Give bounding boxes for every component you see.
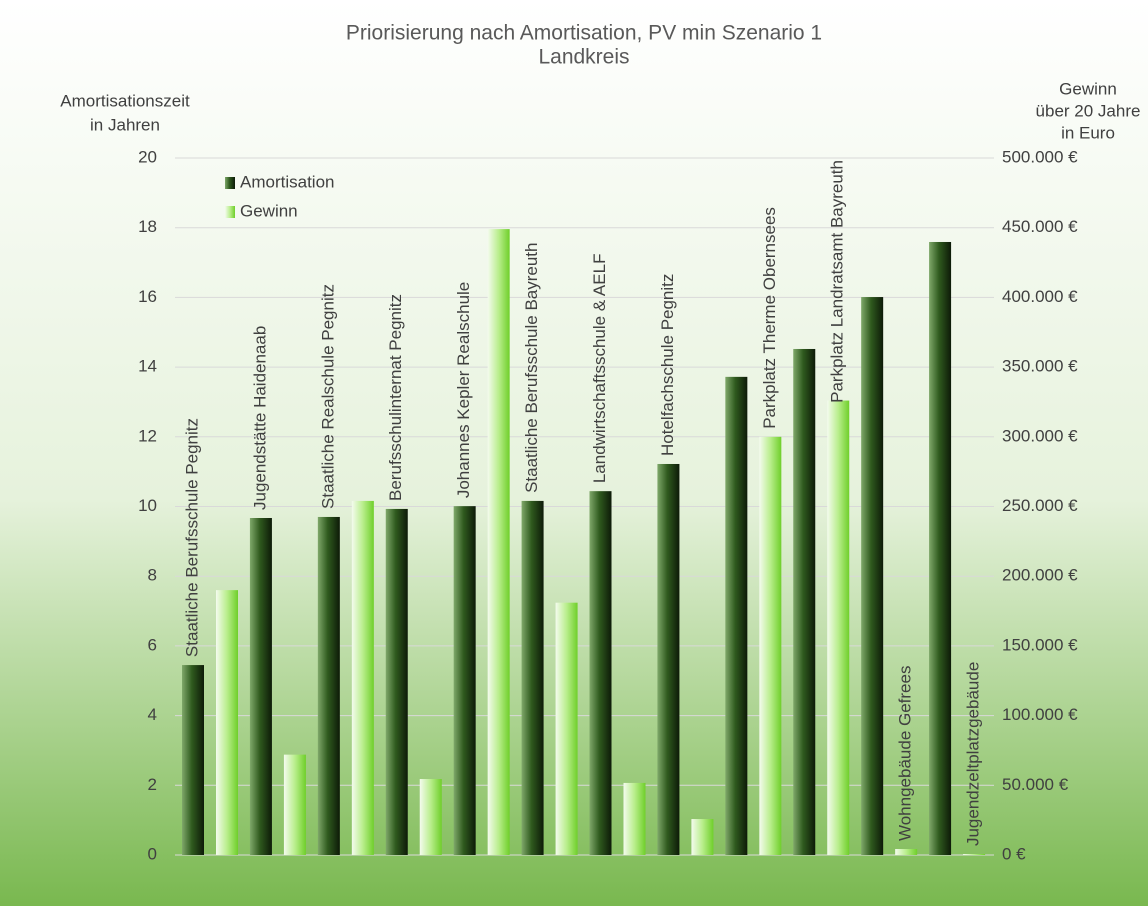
bar xyxy=(555,602,578,855)
bar xyxy=(691,819,714,855)
legend-swatch xyxy=(225,206,235,218)
bar xyxy=(861,297,884,855)
bar xyxy=(453,506,476,855)
bar xyxy=(487,229,510,855)
y-tick-label: 0 xyxy=(148,844,157,863)
y-tick-label: 10 xyxy=(138,496,157,515)
category-label: Staatliche Berufsschule Bayreuth xyxy=(522,243,541,493)
y-tick-label: 8 xyxy=(148,566,157,585)
category-label: Parkplatz Landratsamt Bayreuth xyxy=(828,160,847,403)
bar xyxy=(827,400,850,855)
chart-title: Landkreis xyxy=(538,46,629,69)
y2-tick-label: 300.000 € xyxy=(1002,426,1078,445)
y2-tick-label: 150.000 € xyxy=(1002,635,1078,654)
y2-tick-label: 500.000 € xyxy=(1002,147,1078,166)
y-axis-title: in Jahren xyxy=(90,115,160,134)
legend-label: Gewinn xyxy=(240,201,298,220)
bar xyxy=(589,491,612,855)
category-label: Parkplatz Therme Obernsees xyxy=(760,207,779,429)
bar xyxy=(317,516,340,855)
bar xyxy=(623,782,646,855)
bar xyxy=(895,849,918,855)
category-label: Wohngebäude Gefrees xyxy=(896,666,915,841)
legend-swatch xyxy=(225,177,235,189)
legend-label: Amortisation xyxy=(240,172,334,191)
y-tick-label: 4 xyxy=(148,705,157,724)
bar xyxy=(249,518,272,855)
category-label: Jugendstätte Haidenaab xyxy=(250,326,269,510)
y-tick-label: 18 xyxy=(138,217,157,236)
bar xyxy=(419,779,442,855)
category-label: Johannes Kepler Realschule xyxy=(454,282,473,498)
y2-axis-title: Gewinn xyxy=(1059,79,1117,98)
category-label: Hotelfachschule Pegnitz xyxy=(658,274,677,456)
bar xyxy=(216,590,238,855)
bar xyxy=(657,463,680,855)
y-tick-label: 16 xyxy=(138,287,157,306)
y2-tick-label: 50.000 € xyxy=(1002,775,1069,794)
category-label: Berufsschulinternat Pegnitz xyxy=(386,294,405,501)
bar xyxy=(929,241,952,855)
y2-tick-label: 400.000 € xyxy=(1002,287,1078,306)
y2-tick-label: 450.000 € xyxy=(1002,217,1078,236)
category-label: Staatliche Berufsschule Pegnitz xyxy=(182,418,201,657)
y2-tick-label: 0 € xyxy=(1002,844,1026,863)
bar xyxy=(521,500,544,855)
y2-tick-label: 100.000 € xyxy=(1002,705,1078,724)
bar xyxy=(182,665,204,855)
y2-axis-title: in Euro xyxy=(1061,123,1115,142)
bar xyxy=(963,854,986,855)
y2-axis-title: über 20 Jahre xyxy=(1036,101,1141,120)
y2-tick-label: 250.000 € xyxy=(1002,496,1078,515)
bar xyxy=(283,754,306,855)
bar xyxy=(759,436,782,855)
y-tick-label: 6 xyxy=(148,635,157,654)
y-tick-label: 2 xyxy=(148,775,157,794)
y-tick-label: 20 xyxy=(138,147,157,166)
y-axis-title: Amortisationszeit xyxy=(60,91,190,110)
bar xyxy=(351,500,374,855)
y2-tick-label: 350.000 € xyxy=(1002,357,1078,376)
category-label: Landwirtschaftsschule & AELF xyxy=(590,254,609,484)
y-tick-label: 12 xyxy=(138,426,157,445)
bar xyxy=(793,348,816,855)
category-label: Staatliche Realschule Pegnitz xyxy=(318,284,337,509)
chart-title: Priorisierung nach Amortisation, PV min … xyxy=(346,22,822,45)
bar xyxy=(385,508,408,855)
bar xyxy=(725,376,748,855)
y2-tick-label: 200.000 € xyxy=(1002,566,1078,585)
y-tick-label: 14 xyxy=(138,357,157,376)
category-label: Jugendzeltplatzgebäude xyxy=(964,662,983,846)
